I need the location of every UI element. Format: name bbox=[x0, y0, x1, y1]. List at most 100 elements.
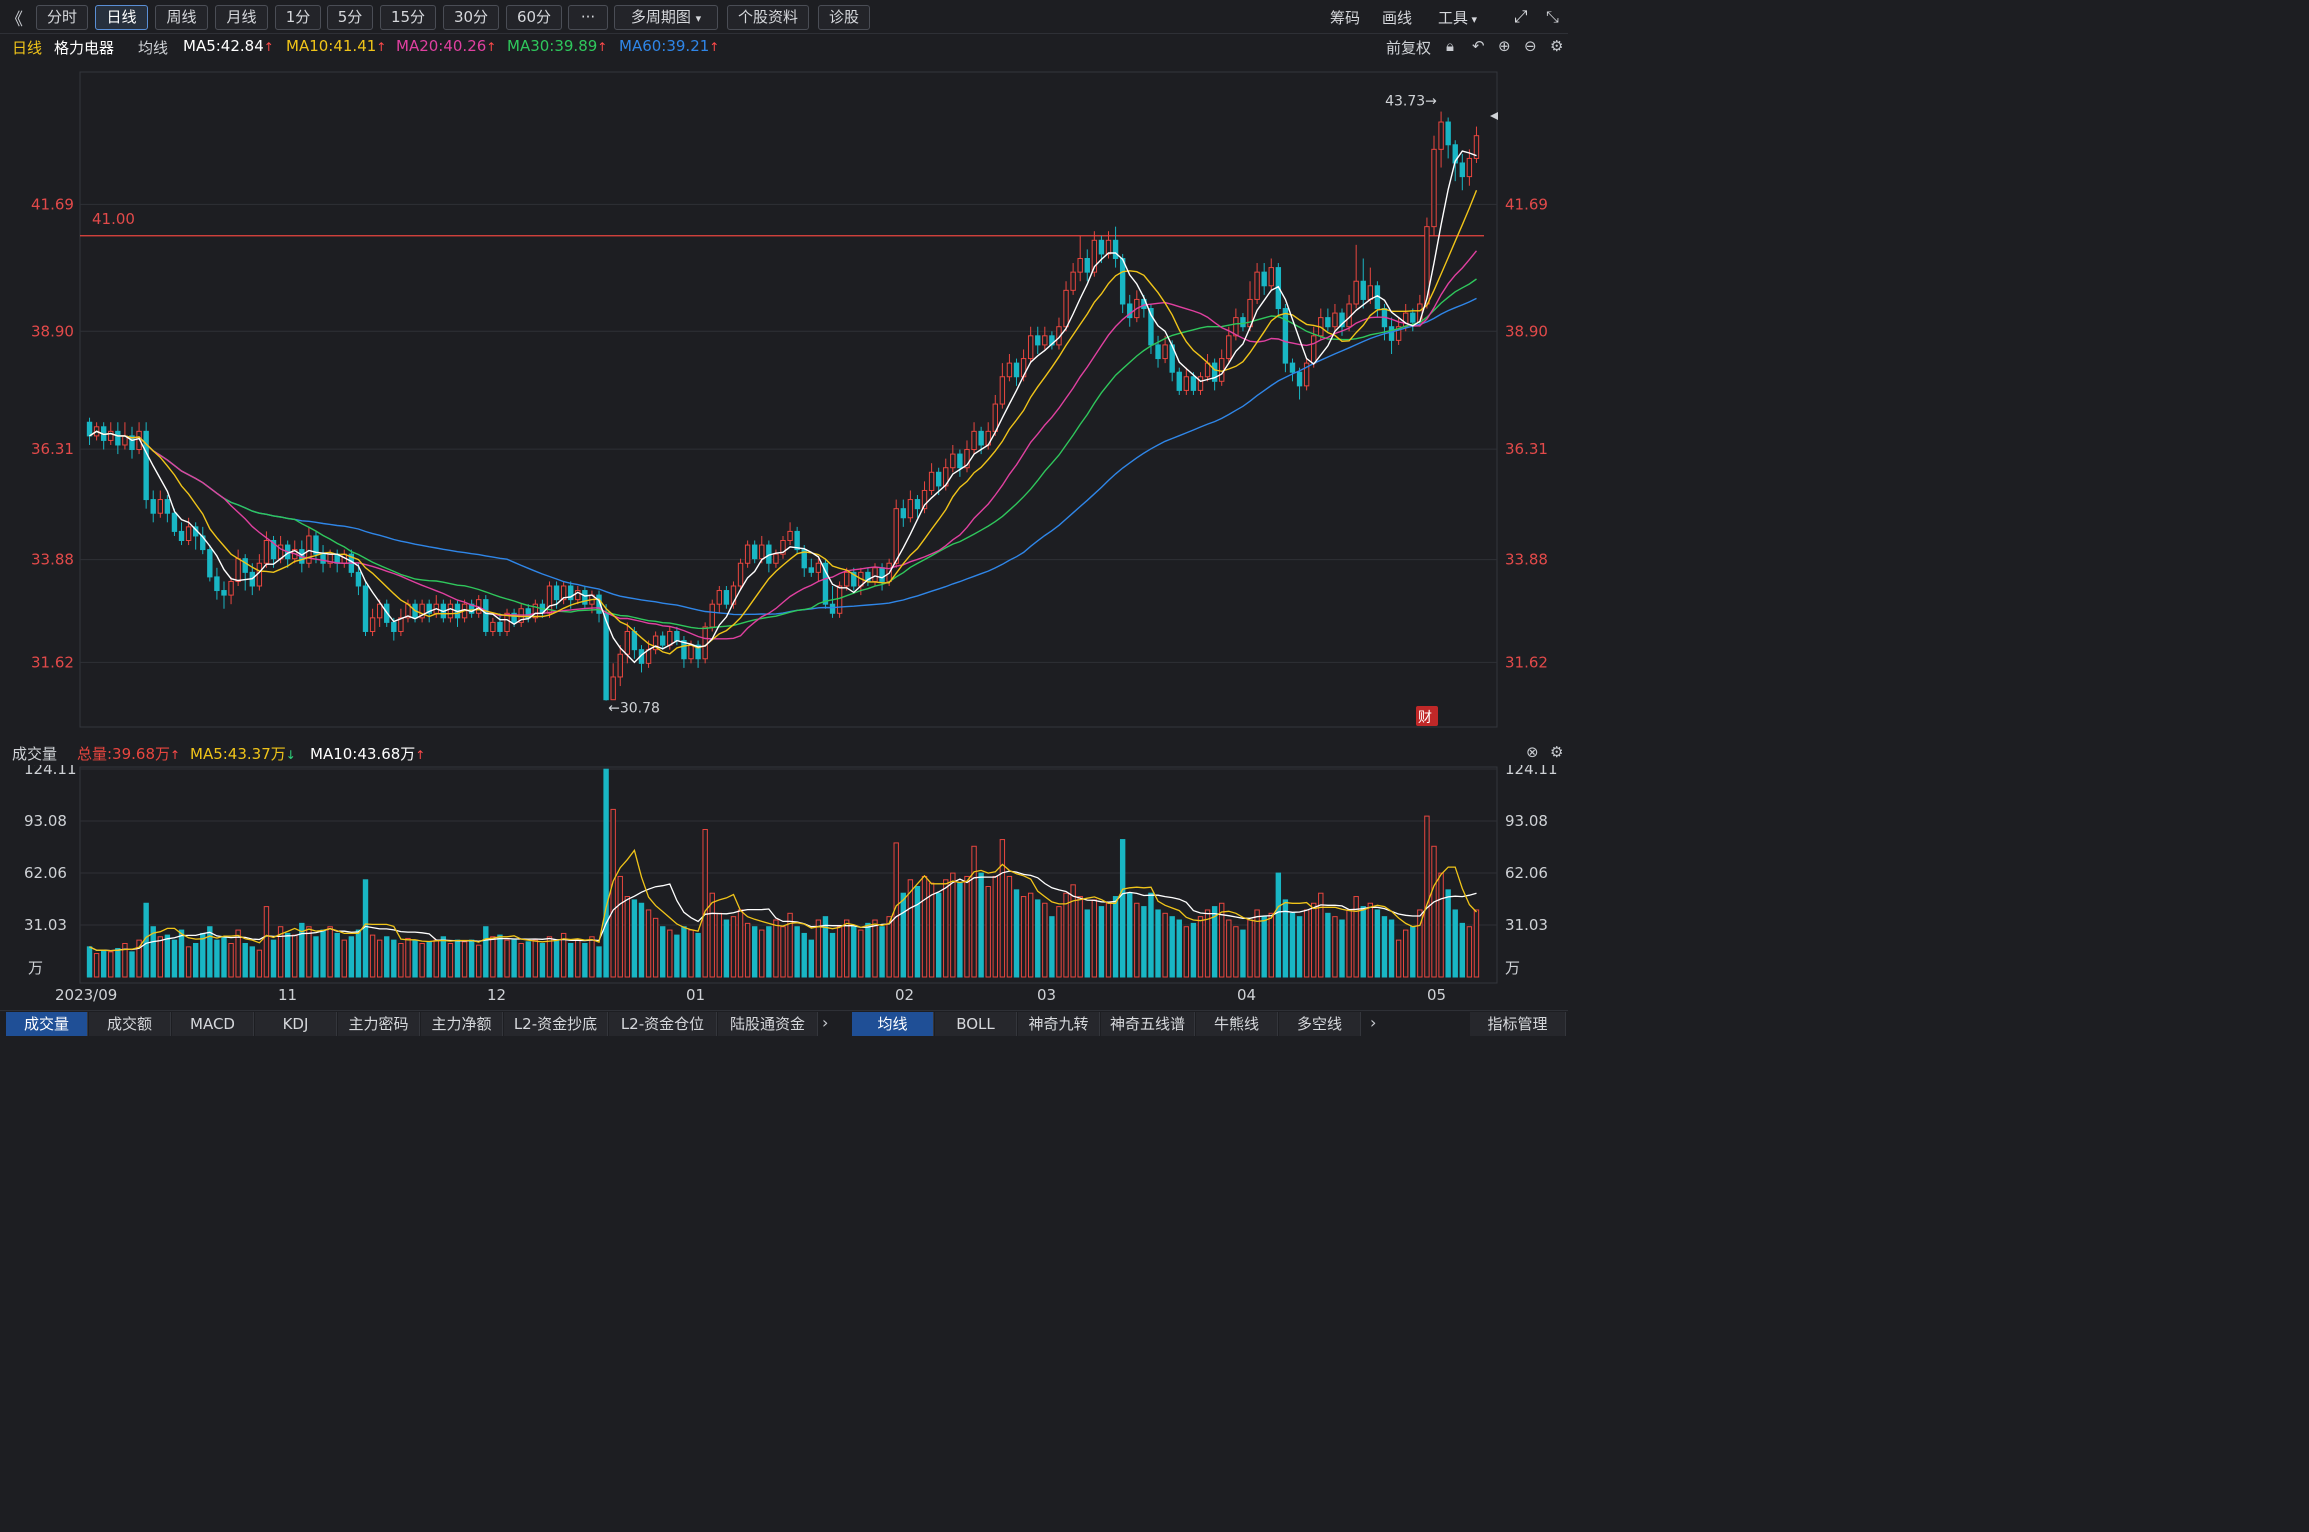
finance-badge[interactable] bbox=[1416, 706, 1438, 726]
tab-bull-bear[interactable]: 牛熊线 bbox=[1196, 1012, 1278, 1036]
chevron-right-icon[interactable]: › bbox=[822, 1013, 829, 1032]
candle-body bbox=[1353, 280, 1359, 305]
lock-icon[interactable]: 🔒︎ bbox=[1446, 37, 1454, 55]
price-tick-left: 33.88 bbox=[31, 551, 74, 569]
price-tick-left: 41.69 bbox=[31, 195, 74, 213]
period-tab-30min[interactable]: 30分 bbox=[443, 5, 499, 30]
fullscreen-icon[interactable]: ⤢ bbox=[1514, 7, 1528, 27]
more-periods-button[interactable]: ··· bbox=[568, 5, 608, 30]
close-indicator-icon[interactable]: ⊗ bbox=[1526, 743, 1539, 761]
zoom-in-icon[interactable]: ⊕ bbox=[1498, 37, 1511, 55]
candle-body bbox=[1268, 267, 1274, 287]
volume-bar bbox=[546, 936, 553, 978]
volume-bar bbox=[1077, 896, 1083, 978]
period-tab-1min[interactable]: 1分 bbox=[275, 5, 321, 30]
volume-bar bbox=[752, 926, 758, 978]
volume-bar bbox=[1127, 892, 1133, 978]
candle-body bbox=[306, 535, 312, 564]
period-tab-daily[interactable]: 日线 bbox=[95, 5, 148, 30]
up-arrow-icon: ↑ bbox=[415, 748, 426, 762]
volume-bar bbox=[178, 929, 185, 978]
volume-bar bbox=[1049, 916, 1055, 978]
volume-bar bbox=[1289, 912, 1296, 978]
tab-macd[interactable]: MACD bbox=[172, 1012, 254, 1036]
volume-bar bbox=[1318, 892, 1324, 978]
volume-bar bbox=[192, 942, 199, 978]
volume-bar bbox=[688, 929, 694, 978]
chips-button[interactable]: 筹码 bbox=[1330, 9, 1361, 27]
multi-period-dropdown[interactable]: 多周期图 ▾ bbox=[614, 5, 718, 30]
indicator-management-button[interactable]: 指标管理 bbox=[1470, 1012, 1566, 1036]
candle-body bbox=[525, 608, 531, 619]
volume-bar bbox=[348, 936, 355, 978]
indicator-settings-icon[interactable]: ⚙ bbox=[1550, 743, 1564, 761]
tools-dropdown[interactable]: 工具 ▾ bbox=[1438, 7, 1477, 28]
period-tab-monthly[interactable]: 月线 bbox=[215, 5, 268, 30]
volume-bar bbox=[497, 934, 503, 978]
candle-body bbox=[1176, 371, 1182, 391]
candle-body bbox=[1190, 376, 1197, 391]
candle-body bbox=[1027, 335, 1034, 360]
price-chart[interactable]: 41.69 41.69 38.90 38.90 36.31 36.31 33.88 33.88… bbox=[0, 60, 1568, 740]
tab-ma[interactable]: 均线 bbox=[852, 1012, 934, 1036]
volume-unit-right: 万 bbox=[1505, 959, 1520, 977]
volume-bar bbox=[836, 926, 843, 978]
tab-main-net[interactable]: 主力净额 bbox=[421, 1012, 503, 1036]
volume-bar bbox=[412, 939, 418, 978]
restore-window-icon[interactable]: ⤡ bbox=[1546, 7, 1559, 26]
undo-icon[interactable]: ↶ bbox=[1472, 37, 1485, 55]
period-tab-5min[interactable]: 5分 bbox=[327, 5, 373, 30]
volume-bar bbox=[900, 892, 906, 978]
volume-bar bbox=[808, 939, 814, 978]
volume-bar bbox=[1374, 909, 1381, 978]
candle-body bbox=[695, 644, 701, 660]
stock-info-button[interactable]: 个股资料 bbox=[727, 5, 809, 30]
diagnose-button[interactable]: 诊股 bbox=[818, 5, 870, 30]
volume-bar bbox=[185, 946, 192, 978]
period-tab-15min[interactable]: 15分 bbox=[380, 5, 436, 30]
period-tab-intraday[interactable]: 分时 bbox=[36, 5, 88, 30]
draw-button[interactable]: 画线 bbox=[1382, 9, 1413, 27]
tab-l2-bottom[interactable]: L2-资金抄底 bbox=[504, 1012, 608, 1036]
volume-bar bbox=[801, 932, 807, 978]
tab-l2-position[interactable]: L2-资金仓位 bbox=[609, 1012, 717, 1036]
volume-bar bbox=[157, 936, 163, 978]
volume-bar bbox=[122, 942, 128, 978]
candle-body bbox=[143, 430, 149, 501]
settings-gear-icon[interactable]: ⚙ bbox=[1550, 37, 1564, 55]
volume-bar bbox=[306, 926, 312, 978]
candle-body bbox=[483, 599, 489, 632]
ma20-legend: MA20:40.26↑ bbox=[396, 37, 496, 55]
zoom-out-icon[interactable]: ⊖ bbox=[1524, 37, 1537, 55]
volume-bar bbox=[1339, 919, 1345, 978]
tab-northbound[interactable]: 陆股通资金 bbox=[718, 1012, 818, 1036]
volume-bar bbox=[532, 939, 539, 978]
tab-long-short[interactable]: 多空线 bbox=[1279, 1012, 1361, 1036]
period-tab-60min[interactable]: 60分 bbox=[506, 5, 562, 30]
tab-boll[interactable]: BOLL bbox=[935, 1012, 1017, 1036]
chevron-right-icon[interactable]: › bbox=[1370, 1013, 1377, 1032]
tab-volume[interactable]: 成交量 bbox=[6, 1012, 88, 1036]
volume-tick-right: 124.11 bbox=[1505, 765, 1558, 778]
candle-body bbox=[971, 430, 977, 451]
tab-td-nine[interactable]: 神奇九转 bbox=[1018, 1012, 1100, 1036]
volume-bar bbox=[815, 919, 822, 978]
period-tab-weekly[interactable]: 周线 bbox=[155, 5, 208, 30]
volume-bar bbox=[100, 949, 107, 978]
candle-body bbox=[1070, 271, 1076, 291]
volume-chart[interactable]: 124.11 124.11 93.08 93.08 62.06 62.06 31.03 31.… bbox=[0, 765, 1568, 987]
adjust-label[interactable]: 前复权 bbox=[1386, 39, 1432, 57]
collapse-left-icon[interactable]: 《 bbox=[6, 10, 23, 30]
tab-five-lines[interactable]: 神奇五线谱 bbox=[1101, 1012, 1195, 1036]
volume-bar bbox=[935, 892, 942, 978]
volume-bar bbox=[1211, 906, 1218, 978]
tab-kdj[interactable]: KDJ bbox=[255, 1012, 337, 1036]
candle-body bbox=[362, 585, 369, 632]
candle-body bbox=[553, 585, 560, 601]
tab-main-force-code[interactable]: 主力密码 bbox=[338, 1012, 420, 1036]
candle-body bbox=[115, 430, 121, 446]
tab-turnover[interactable]: 成交额 bbox=[89, 1012, 171, 1036]
price-tick-left: 31.62 bbox=[31, 653, 74, 671]
avg-line-label[interactable]: 均线 bbox=[138, 39, 169, 57]
volume-bar bbox=[553, 939, 560, 978]
